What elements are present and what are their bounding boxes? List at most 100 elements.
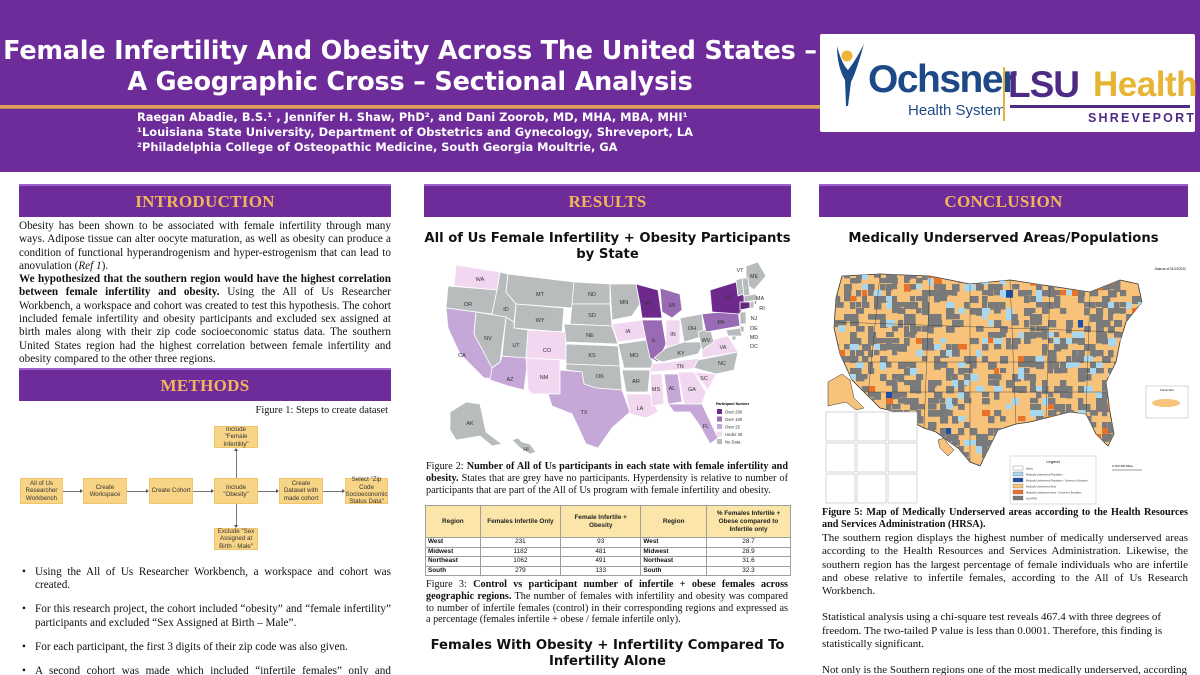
state-mi bbox=[659, 287, 683, 319]
results-heading: RESULTS bbox=[424, 184, 791, 217]
methods-bullet: For this research project, the cohort in… bbox=[19, 603, 391, 629]
lsu-health-text: Health bbox=[1093, 65, 1197, 104]
territory-inset bbox=[887, 473, 918, 504]
flow-connector bbox=[258, 491, 276, 492]
introduction-section: INTRODUCTION Obesity has been shown to b… bbox=[19, 184, 391, 366]
state-border bbox=[923, 275, 931, 429]
state-label: NV bbox=[484, 336, 492, 342]
mua-legend-label: States bbox=[1026, 468, 1034, 471]
state-label: ND bbox=[588, 292, 596, 298]
mua-legend-swatch bbox=[1012, 483, 1024, 489]
cell-infertile-obesity: 133 bbox=[560, 565, 642, 577]
state-label: WY bbox=[536, 318, 545, 324]
territory-inset bbox=[825, 442, 856, 473]
state-border bbox=[1045, 285, 1051, 419]
region-comparison-table: Region Females Infertile Only Female Inf… bbox=[425, 505, 791, 577]
territory-inset bbox=[856, 473, 887, 504]
figure-5-caption: Figure 5: Map of Medically Underserved a… bbox=[822, 507, 1188, 530]
state-ri bbox=[749, 301, 755, 309]
figure-3-title: Control vs participant number of inferti… bbox=[426, 579, 788, 602]
state-label: RI bbox=[759, 306, 765, 312]
cell-region-2: Midwest bbox=[640, 546, 708, 558]
cell-region: Midwest bbox=[425, 546, 481, 558]
methods-heading: METHODS bbox=[19, 368, 391, 401]
lsu-logo-text: LSU bbox=[1008, 64, 1080, 105]
ochsner-figure-icon bbox=[837, 44, 864, 106]
intro-paragraph-2: Using the All of Us Researcher Workbench… bbox=[19, 286, 392, 365]
state-ga bbox=[677, 371, 707, 405]
flow-connector bbox=[63, 491, 80, 492]
hypothesis-statement: We hypothesized that the southern region… bbox=[19, 273, 391, 299]
header-divider-shadow bbox=[0, 108, 820, 109]
state-label: GA bbox=[688, 387, 696, 393]
state-label: VA bbox=[720, 345, 727, 351]
state-nm bbox=[525, 357, 561, 395]
ochsner-logo-text: Ochsner bbox=[868, 58, 1017, 101]
col-header-region-2: Region bbox=[640, 505, 708, 538]
state-label: MN bbox=[620, 300, 629, 306]
cell-infertile-only: 1062 bbox=[479, 556, 562, 567]
state-label: NE bbox=[586, 333, 594, 339]
state-ar bbox=[621, 369, 651, 393]
cell-infertile-only: 231 bbox=[479, 537, 562, 548]
flow-connector bbox=[323, 491, 342, 492]
state-label: CA bbox=[458, 353, 466, 359]
state-label: WV bbox=[702, 338, 711, 344]
state-label: ID bbox=[503, 307, 509, 313]
flow-arrow-icon bbox=[80, 489, 83, 493]
legend-label: No Data bbox=[725, 440, 741, 445]
puerto-rico-shape bbox=[1152, 399, 1180, 407]
comparison-chart-title: Females With Obesity + Infertility Compa… bbox=[430, 638, 785, 669]
mua-legend-label: Medically Underserved Population bbox=[1026, 474, 1063, 477]
mua-legend-swatch bbox=[1012, 495, 1024, 501]
flow-connector bbox=[236, 504, 237, 525]
state-label: PA bbox=[718, 320, 725, 326]
figure-2-label: Figure 2: bbox=[426, 461, 467, 472]
col-header-infertile-obesity: Female Infertile + Obesity bbox=[560, 505, 642, 538]
legend-swatch bbox=[717, 409, 722, 414]
mua-legend-label: Not HPSA bbox=[1026, 498, 1037, 501]
mua-legend-swatch bbox=[1012, 471, 1024, 477]
figure-2-title: Number of All of Us participants in each… bbox=[426, 461, 788, 484]
map-legend-title: Participant Number bbox=[716, 402, 750, 406]
state-label: DE bbox=[750, 326, 758, 332]
state-label: AR bbox=[632, 379, 640, 385]
state-label: TX bbox=[580, 410, 587, 416]
mua-legend-box bbox=[1009, 455, 1097, 505]
results-section: RESULTS bbox=[424, 184, 791, 217]
cell-region: West bbox=[425, 537, 481, 548]
alaska-shape bbox=[827, 373, 865, 411]
affiliation-2: ²Philadelphia College of Osteopathic Med… bbox=[137, 140, 618, 154]
territory-inset bbox=[825, 473, 856, 504]
mua-legend-swatch bbox=[1012, 477, 1024, 483]
puerto-rico-label: Puerto Rico bbox=[1160, 388, 1174, 392]
state-label: NM bbox=[540, 375, 549, 381]
table-header-row: Region Females Infertile Only Female Inf… bbox=[425, 505, 791, 538]
poster-header: Female Infertility And Obesity Across Th… bbox=[0, 0, 1200, 172]
flow-step-include-infertility: Include "Female Infertility" bbox=[214, 426, 258, 448]
state-border bbox=[1085, 291, 1091, 415]
state-label: VT bbox=[736, 268, 744, 274]
lsu-logo-underline bbox=[1010, 105, 1190, 108]
flow-arrow-icon bbox=[276, 489, 279, 493]
state-label: NC bbox=[718, 361, 726, 367]
legend-swatch bbox=[717, 424, 722, 429]
flow-connector bbox=[193, 491, 211, 492]
state-label: MO bbox=[630, 353, 640, 359]
methods-bullet: For each participant, the first 3 digits… bbox=[19, 641, 391, 654]
introduction-heading: INTRODUCTION bbox=[19, 184, 391, 217]
flow-connector bbox=[236, 451, 237, 478]
territory-inset bbox=[887, 411, 918, 442]
affiliation-1: ¹Louisiana State University, Department … bbox=[137, 125, 693, 139]
state-co bbox=[525, 329, 567, 361]
intro-reference: Ref 1 bbox=[78, 259, 102, 272]
conclusion-paragraph: Not only is the Southern regions one of … bbox=[822, 664, 1188, 675]
state-label: AK bbox=[466, 421, 474, 427]
methods-bullet: Using the All of Us Researcher Workbench… bbox=[19, 566, 391, 592]
conclusion-paragraph: Statistical analysis using a chi-square … bbox=[822, 611, 1163, 651]
flow-step-exclude-male: Exclude "Sex Assigned at Birth - Male" bbox=[214, 528, 258, 550]
state-label: MS bbox=[652, 387, 661, 393]
conclusion-text: The southern region displays the highest… bbox=[822, 532, 1188, 675]
col-header-region: Region bbox=[425, 505, 481, 538]
hawaii-shape bbox=[937, 437, 955, 457]
